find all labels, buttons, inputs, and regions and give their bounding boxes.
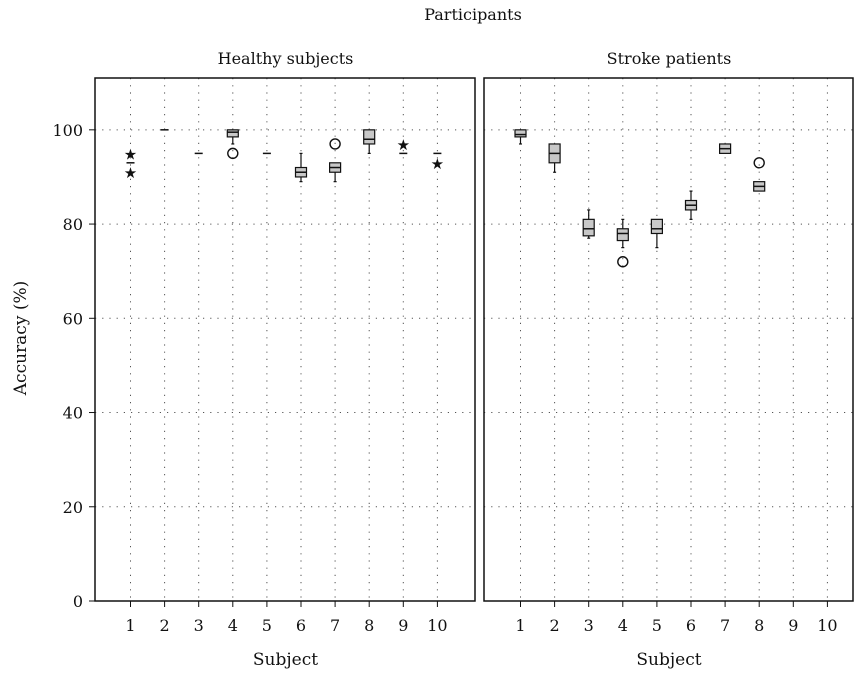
- x-tick-label: 5: [262, 616, 272, 635]
- x-tick-label: 6: [686, 616, 696, 635]
- outlier-star: ★: [124, 145, 137, 163]
- x-tick-label: 9: [398, 616, 408, 635]
- outlier-circle: [753, 157, 765, 169]
- box-subject-7: [718, 143, 732, 154]
- box-subject-3: [582, 209, 595, 239]
- box-iqr: [650, 218, 664, 235]
- outlier-circle: [329, 138, 341, 150]
- x-tick-label: 6: [296, 616, 306, 635]
- x-tick-label: 5: [652, 616, 662, 635]
- x-axis-label: Subject: [253, 650, 318, 670]
- x-tick-label: 3: [584, 616, 594, 635]
- x-tick-label: 10: [817, 616, 837, 635]
- x-tick-label: 3: [194, 616, 204, 635]
- box-iqr: [514, 129, 527, 138]
- box-subject-7: [329, 162, 342, 183]
- y-axis-label: Accuracy (%): [11, 281, 31, 396]
- x-tick-label: 7: [330, 616, 340, 635]
- outlier-circle: [617, 256, 629, 268]
- y-tick-label: 20: [63, 498, 83, 517]
- y-tick-label: 40: [63, 404, 83, 423]
- outlier-star: ★: [124, 164, 137, 182]
- box-subject-6: [294, 152, 308, 183]
- box-subject-4: [226, 129, 239, 145]
- x-tick-label: 10: [427, 616, 447, 635]
- box-subject-4: [616, 218, 629, 249]
- y-axis: 0 20 40 60 80 100: [52, 121, 95, 611]
- box-subject-8: [363, 129, 376, 154]
- box-subject-5: [650, 218, 664, 249]
- x-tick-label: 8: [364, 616, 374, 635]
- x-axis-label: Subject: [636, 650, 701, 670]
- outlier-circle: [227, 147, 239, 160]
- box-iqr: [582, 218, 595, 237]
- box-subject-6: [684, 190, 698, 220]
- x-tick-label: 4: [618, 616, 628, 635]
- x-tick-label: 4: [228, 616, 238, 635]
- outlier-star: ★: [397, 136, 410, 154]
- chart-title: Participants: [424, 5, 522, 24]
- panel-frame: [94, 77, 476, 602]
- y-tick-label: 0: [73, 592, 83, 611]
- x-tick-label: 1: [125, 616, 135, 635]
- box-subject-2: [548, 143, 561, 173]
- x-tick-label: 7: [720, 616, 730, 635]
- panel-frame: [483, 77, 854, 602]
- x-tick-label: 8: [754, 616, 764, 635]
- y-tick-label: 60: [63, 309, 83, 328]
- y-tick-label: 100: [52, 121, 83, 140]
- box-subject-1: [514, 129, 527, 145]
- box-iqr: [363, 129, 376, 145]
- y-tick-label: 80: [63, 215, 83, 234]
- box-subject-8: [753, 181, 766, 192]
- panel-title: Stroke patients: [607, 49, 732, 68]
- outlier-star: ★: [431, 155, 444, 173]
- box-iqr: [616, 228, 629, 242]
- panel-stroke-patients: Stroke patients 1 2 3 4 5 6 7 8 9 10 Subject: [483, 49, 854, 670]
- x-tick-label: 2: [160, 616, 170, 635]
- panel-title: Healthy subjects: [218, 49, 354, 68]
- x-tick-label: 2: [550, 616, 560, 635]
- x-tick-label: 1: [515, 616, 525, 635]
- x-tick-label: 9: [788, 616, 798, 635]
- box-iqr: [226, 129, 239, 138]
